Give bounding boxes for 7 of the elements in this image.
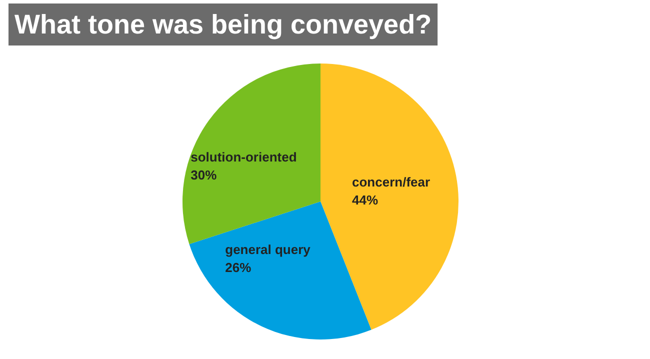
slice-label: solution-oriented bbox=[190, 150, 297, 164]
data-label: 44% bbox=[352, 192, 378, 208]
slice-label: concern/fear bbox=[352, 174, 430, 190]
slice-label: general query bbox=[225, 242, 312, 258]
chart-title: What tone was being conveyed? bbox=[14, 10, 432, 40]
data-label: 30% bbox=[190, 168, 218, 182]
data-label: 26% bbox=[225, 260, 252, 276]
